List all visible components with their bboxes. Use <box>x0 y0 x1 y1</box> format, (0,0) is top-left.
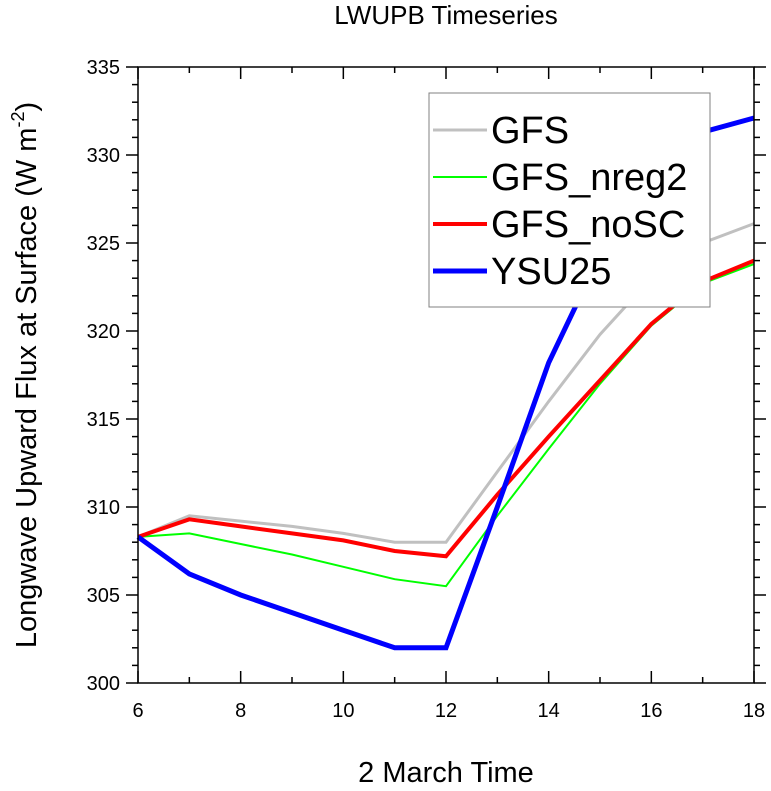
legend-label-ysu25: YSU25 <box>491 251 611 293</box>
y-tick-label: 335 <box>87 57 120 79</box>
y-tick-label: 300 <box>87 673 120 695</box>
y-axis-label-close: ) <box>11 102 43 112</box>
legend-label-gfs: GFS <box>491 110 569 152</box>
x-tick-label: 18 <box>743 700 765 722</box>
x-axis: 6 8 10 12 14 16 18 <box>132 67 765 722</box>
y-axis-label-superscript: -2 <box>8 112 28 128</box>
x-tick-label: 6 <box>132 700 143 722</box>
x-tick-label: 10 <box>332 700 354 722</box>
x-tick-label: 8 <box>235 700 246 722</box>
legend-label-gfs-nosc: GFS_noSC <box>491 204 685 246</box>
x-axis-label: 2 March Time <box>358 757 534 789</box>
y-axis-label-main: Longwave Upward Flux at Surface (W m <box>11 128 43 649</box>
y-tick-label: 305 <box>87 585 120 607</box>
y-tick-label: 320 <box>87 321 120 343</box>
x-tick-label: 14 <box>538 700 560 722</box>
y-axis-label: Longwave Upward Flux at Surface (W m-2) <box>8 102 43 648</box>
series-line-gfs-nreg2 <box>137 263 755 588</box>
x-tick-label: 16 <box>640 700 662 722</box>
legend: GFS GFS_nreg2 GFS_noSC YSU25 <box>428 92 711 308</box>
y-tick-label: 330 <box>87 145 120 167</box>
y-axis: 300 305 310 315 320 325 330 335 <box>87 57 766 695</box>
x-tick-label: 12 <box>435 700 457 722</box>
legend-label-gfs-nreg2: GFS_nreg2 <box>491 157 687 199</box>
series-line-gfs-nosc <box>137 258 755 559</box>
chart-title: LWUPB Timeseries <box>334 0 557 30</box>
y-tick-label: 310 <box>87 497 120 519</box>
y-tick-label: 325 <box>87 233 120 255</box>
y-tick-label: 315 <box>87 409 120 431</box>
